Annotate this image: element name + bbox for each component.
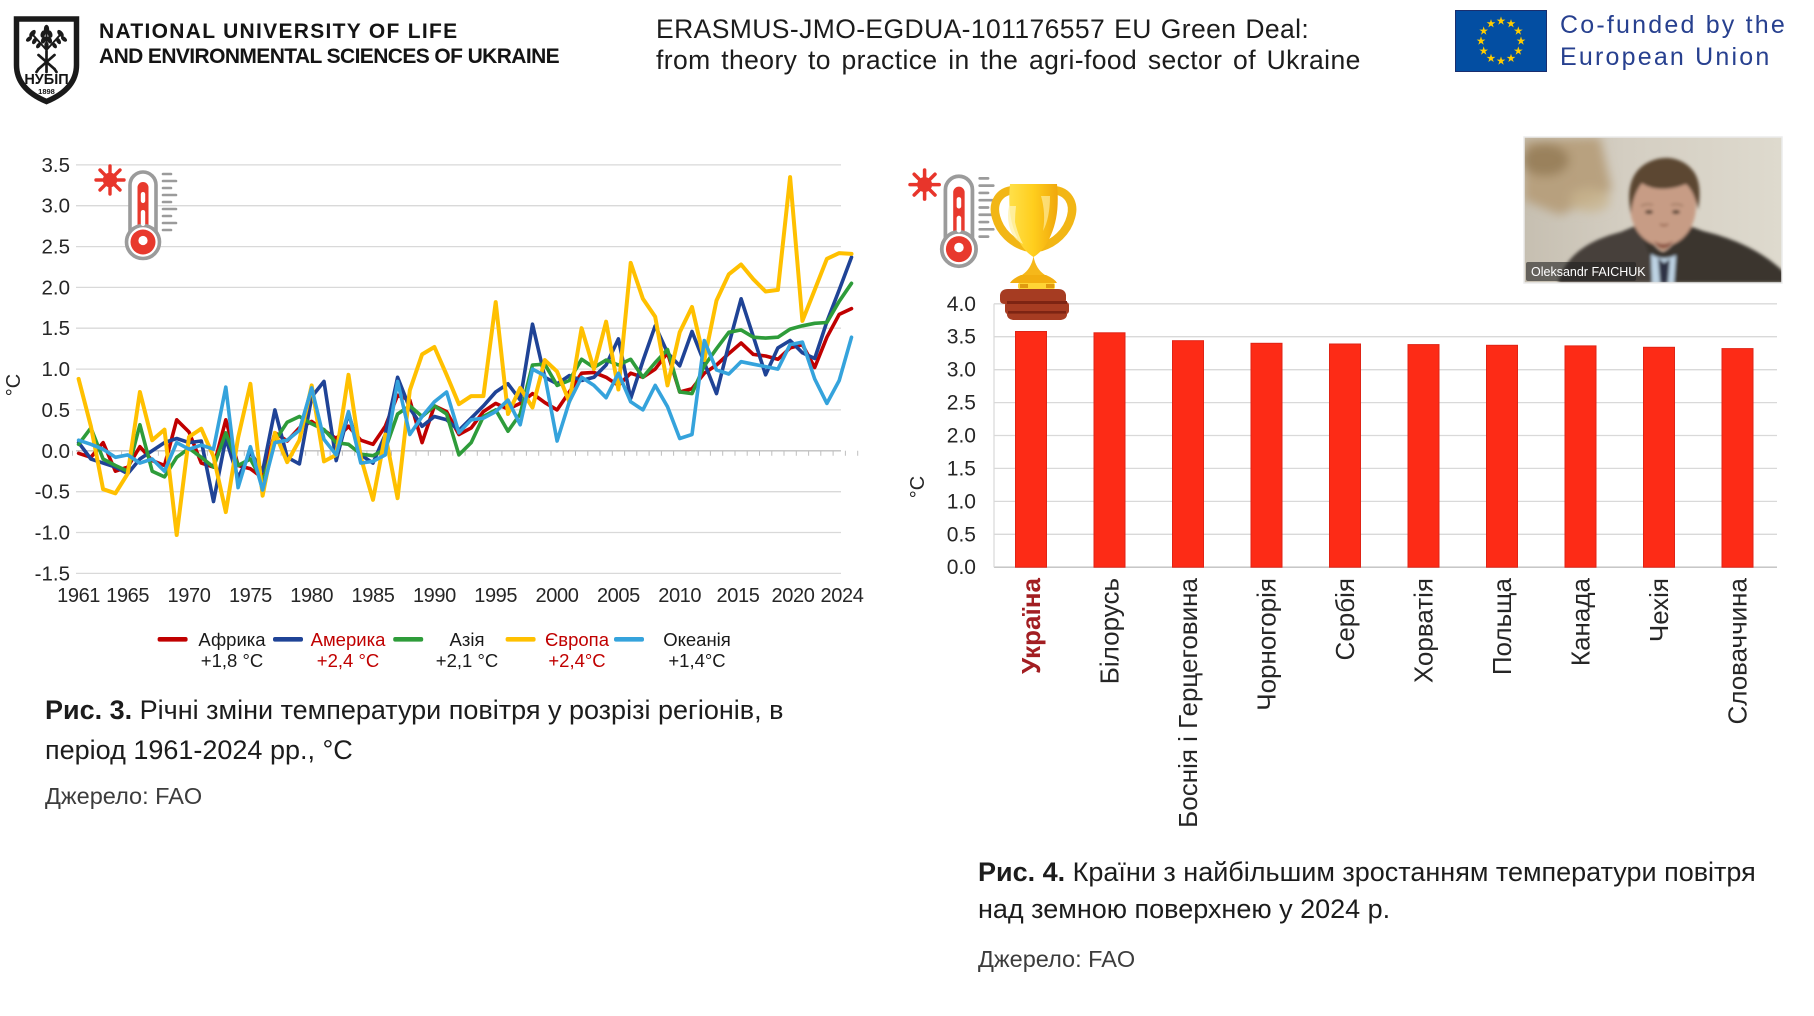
svg-text:0.0: 0.0 (947, 556, 976, 579)
svg-text:2020: 2020 (772, 585, 815, 607)
svg-text:Хорватія: Хорватія (1409, 578, 1439, 683)
svg-text:-0.5: -0.5 (35, 481, 70, 504)
svg-text:Чехія: Чехія (1644, 578, 1674, 642)
svg-text:0.5: 0.5 (42, 399, 71, 422)
svg-text:0.5: 0.5 (947, 523, 976, 546)
svg-text:1985: 1985 (352, 585, 395, 607)
svg-text:3.0: 3.0 (42, 195, 71, 218)
svg-text:2.5: 2.5 (42, 236, 71, 259)
svg-text:2000: 2000 (536, 585, 579, 607)
svg-text:+2,1 °С: +2,1 °С (436, 650, 498, 671)
svg-text:+2,4°С: +2,4°С (548, 650, 605, 671)
svg-text:1.5: 1.5 (42, 317, 71, 340)
svg-text:Африка: Африка (198, 629, 266, 650)
svg-text:2005: 2005 (597, 585, 640, 607)
svg-text:+1,8 °С: +1,8 °С (201, 650, 263, 671)
svg-text:Білорусь: Білорусь (1095, 578, 1125, 684)
svg-text:Європа: Європа (545, 629, 610, 650)
svg-text:Океанія: Океанія (663, 629, 731, 650)
svg-text:Чорногорія: Чорногорія (1252, 578, 1282, 711)
svg-text:1995: 1995 (474, 585, 517, 607)
svg-text:Україна: Україна (1016, 577, 1046, 674)
svg-text:1990: 1990 (413, 585, 456, 607)
svg-text:1980: 1980 (290, 585, 333, 607)
svg-text:1.5: 1.5 (947, 457, 976, 480)
svg-text:1965: 1965 (106, 585, 149, 607)
svg-text:3.5: 3.5 (947, 326, 976, 349)
svg-text:2.0: 2.0 (947, 425, 976, 448)
svg-text:+2,4 °С: +2,4 °С (317, 650, 379, 671)
svg-text:3.5: 3.5 (42, 154, 71, 177)
svg-text:Боснія і Герцеговина: Боснія і Герцеговина (1173, 577, 1203, 827)
svg-text:2.0: 2.0 (42, 276, 71, 299)
svg-text:2024: 2024 (821, 585, 864, 607)
svg-text:1.0: 1.0 (42, 358, 71, 381)
svg-text:-1.0: -1.0 (35, 522, 70, 545)
svg-text:Польща: Польща (1487, 577, 1517, 675)
svg-text:Канада: Канада (1566, 577, 1596, 666)
svg-text:Азія: Азія (450, 629, 485, 650)
svg-text:0.0: 0.0 (42, 440, 71, 463)
svg-text:+1,4°С: +1,4°С (668, 650, 725, 671)
svg-text:Америка: Америка (311, 629, 386, 650)
svg-text:Oleksandr FAICHUK: Oleksandr FAICHUK (1531, 265, 1646, 279)
svg-text:°С: °С (3, 374, 25, 396)
svg-text:-1.5: -1.5 (35, 562, 70, 585)
svg-text:1898: 1898 (38, 87, 55, 96)
svg-text:1975: 1975 (229, 585, 272, 607)
svg-text:1.0: 1.0 (947, 490, 976, 513)
svg-text:Словаччина: Словаччина (1723, 577, 1753, 724)
svg-text:4.0: 4.0 (947, 293, 976, 316)
svg-text:°С: °С (907, 476, 929, 498)
svg-text:1961: 1961 (57, 585, 100, 607)
svg-text:Сербія: Сербія (1330, 578, 1360, 660)
svg-text:2015: 2015 (717, 585, 760, 607)
svg-text:2010: 2010 (658, 585, 701, 607)
svg-text:НУБІП: НУБІП (24, 72, 68, 88)
svg-text:3.0: 3.0 (947, 359, 976, 382)
svg-text:1970: 1970 (168, 585, 211, 607)
svg-text:2.5: 2.5 (947, 392, 976, 415)
